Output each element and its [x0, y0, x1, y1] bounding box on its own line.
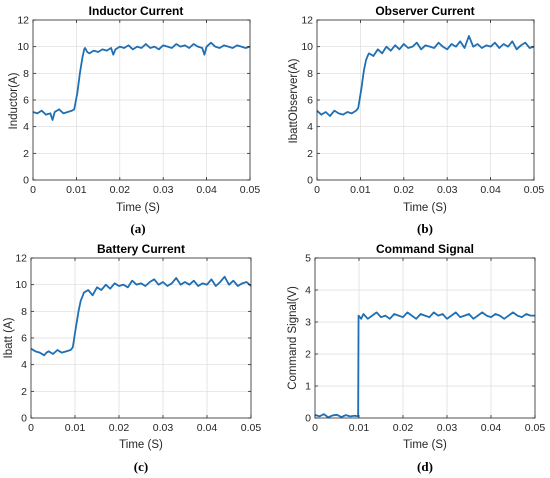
panel-b-ylabel: IbattObserver(A) — [288, 58, 300, 143]
panel-d-title: Command Signal — [376, 242, 474, 256]
panel-d-xlabel: Time (S) — [403, 439, 447, 451]
y-tick-label: 10 — [301, 41, 313, 53]
plot-background — [315, 258, 535, 418]
x-tick-label: 0.04 — [197, 422, 218, 434]
x-tick-label: 0.04 — [480, 184, 501, 196]
panel-b-caption: (b) — [417, 221, 433, 236]
y-tick-label: 10 — [15, 279, 27, 291]
y-tick-label: 0 — [307, 175, 313, 187]
panel-a-caption: (a) — [130, 221, 145, 236]
x-tick-label: 0 — [30, 184, 36, 196]
panel-d-plot: 0 0.01 0.02 0.03 0.04 0.05 0 1 2 3 4 5 — [305, 253, 545, 435]
y-tick-label: 6 — [307, 95, 313, 107]
y-tick-label: 0 — [305, 413, 311, 425]
y-tick-label: 2 — [23, 148, 29, 160]
y-tick-label: 6 — [23, 95, 29, 107]
x-tick-label: 0.04 — [481, 422, 502, 434]
x-tick-label: 0 — [312, 422, 318, 434]
panel-c: Battery Current 0 0.01 0.02 0.03 0.04 0.05 0 2 4… — [3, 242, 261, 474]
y-tick-label: 4 — [21, 359, 27, 371]
x-tick-label: 0.05 — [525, 422, 546, 434]
y-tick-label: 8 — [307, 68, 313, 80]
series-line — [316, 35, 535, 117]
panel-b-plot: 0 0.01 0.02 0.03 0.04 0.05 0 2 4 6 8 10 12 — [301, 15, 544, 197]
x-tick-label: 0.02 — [109, 422, 130, 434]
series-line — [32, 41, 251, 121]
x-tick-label: 0.03 — [153, 422, 174, 434]
y-tick-label: 4 — [305, 285, 311, 297]
panel-c-plot: 0 0.01 0.02 0.03 0.04 0.05 0 2 4 6 8 10 12 — [15, 253, 261, 435]
y-tick-label: 2 — [21, 386, 27, 398]
y-tick-label: 5 — [305, 253, 311, 265]
y-tick-label: 2 — [305, 349, 311, 361]
panel-c-title: Battery Current — [97, 242, 185, 256]
x-tick-label: 0.02 — [393, 422, 414, 434]
panel-a-title: Inductor Current — [89, 4, 184, 18]
x-tick-label: 0.01 — [65, 422, 86, 434]
y-tick-label: 0 — [23, 175, 29, 187]
y-tick-label: 12 — [301, 15, 313, 27]
panel-a-xlabel: Time (S) — [116, 202, 160, 214]
y-tick-label: 12 — [17, 15, 29, 27]
y-tick-label: 0 — [21, 413, 27, 425]
y-tick-label: 8 — [21, 306, 27, 318]
x-tick-label: 0.01 — [349, 422, 370, 434]
panel-c-ylabel: Ibatt (A) — [3, 317, 15, 358]
x-tick-label: 0 — [28, 422, 34, 434]
panel-b-title: Observer Current — [375, 4, 474, 18]
panel-d-ylabel: Command Signal(V) — [287, 286, 299, 390]
x-tick-label: 0.04 — [196, 184, 217, 196]
y-tick-label: 12 — [15, 253, 27, 265]
x-tick-label: 0.05 — [241, 422, 262, 434]
x-tick-label: 0.05 — [524, 184, 545, 196]
panel-b: Observer Current 0 0.01 0.02 0.03 0.04 0.05 0 2… — [288, 4, 544, 236]
panel-d: Command Signal 0 0.01 0.02 0.03 0.04 0.05 0 1 2 3… — [287, 242, 545, 474]
panel-b-xlabel: Time (S) — [403, 202, 447, 214]
series-line — [30, 275, 252, 357]
y-tick-label: 6 — [21, 333, 27, 345]
x-tick-label: 0.05 — [240, 184, 261, 196]
axes-box — [314, 257, 536, 419]
x-tick-label: 0.02 — [394, 184, 415, 196]
panel-a-plot: 0 0.01 0.02 0.03 0.04 0.05 0 2 4 6 8 10 12 — [17, 15, 260, 197]
y-tick-label: 2 — [307, 148, 313, 160]
x-tick-label: 0.02 — [110, 184, 131, 196]
x-tick-label: 0.01 — [66, 184, 87, 196]
series-line — [314, 311, 535, 419]
y-tick-label: 1 — [305, 381, 311, 393]
x-tick-label: 0.03 — [437, 184, 458, 196]
panel-d-caption: (d) — [417, 459, 433, 474]
panel-c-caption: (c) — [134, 459, 148, 474]
x-tick-label: 0 — [314, 184, 320, 196]
panel-c-xlabel: Time (S) — [119, 439, 163, 451]
y-tick-label: 3 — [305, 317, 311, 329]
y-tick-label: 4 — [23, 121, 29, 133]
y-tick-label: 4 — [307, 121, 313, 133]
panel-a: Inductor Current 0 0.01 0.02 0.03 0.04 0.05 0 2… — [8, 4, 260, 236]
x-tick-label: 0.03 — [153, 184, 174, 196]
x-tick-label: 0.03 — [437, 422, 458, 434]
x-tick-label: 0.01 — [350, 184, 371, 196]
y-tick-label: 8 — [23, 68, 29, 80]
panel-a-ylabel: Inductor(A) — [8, 72, 20, 129]
y-tick-label: 10 — [17, 41, 29, 53]
